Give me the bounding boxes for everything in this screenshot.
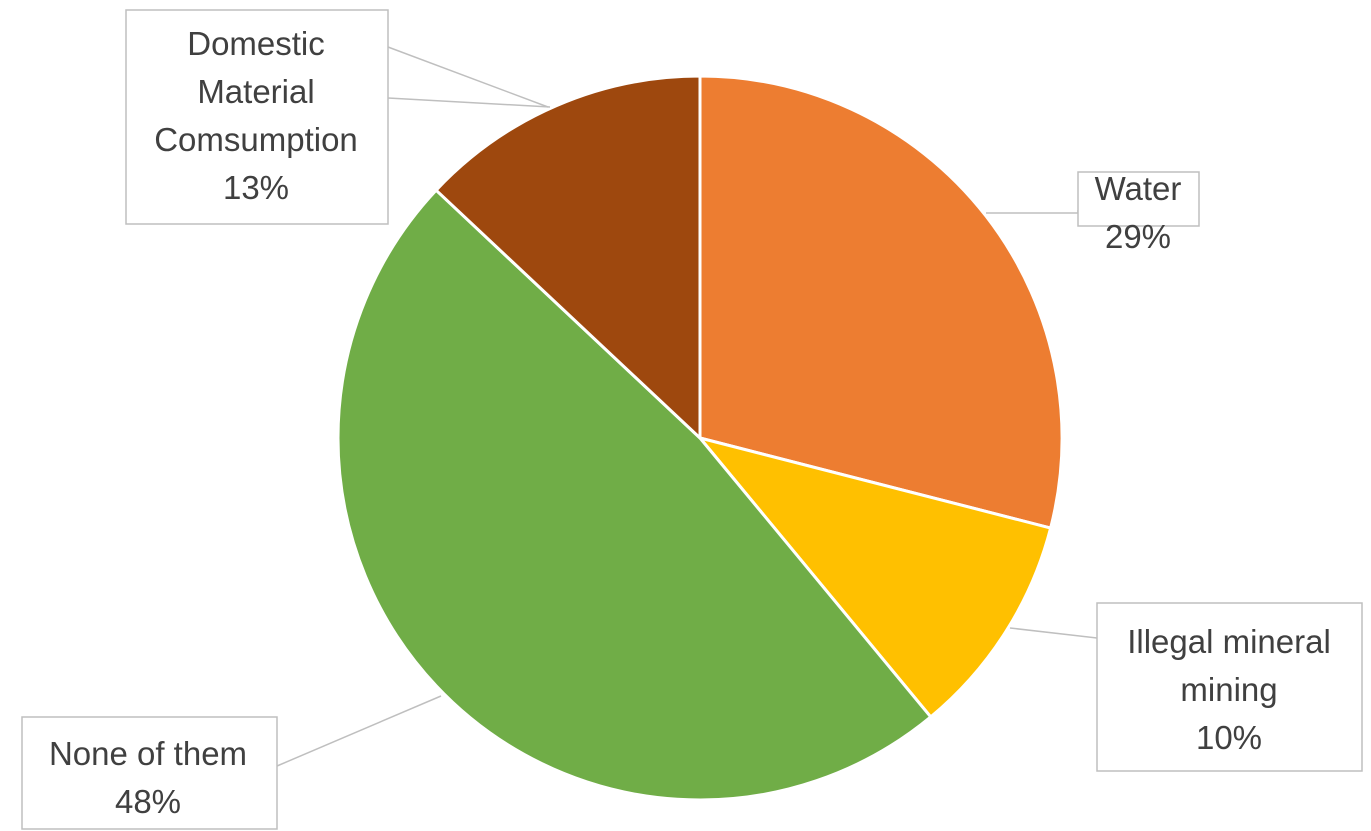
pie-slice-illegal-mineral-mining: [698, 436, 1053, 719]
slice-value-label: 13%: [223, 169, 289, 206]
pie-slice-none-of-them: [336, 188, 933, 802]
callout-box: [1077, 171, 1200, 227]
slice-value-label: 48%: [115, 783, 181, 820]
slice-value-label: 29%: [1105, 218, 1171, 255]
slice-name-label: None of them: [49, 735, 247, 772]
pie-slice-water: [698, 74, 1064, 530]
callout-illegal-mineral-mining: Illegal mineral mining 10%: [1009, 602, 1363, 772]
slice-name-label: Domestic Material Comsumption: [154, 25, 358, 158]
leader-line: [387, 97, 551, 108]
data-labels: Water 29% Illegal mineral mining 10% None of …: [21, 9, 1363, 830]
slice-name-label: Illegal mineral mining: [1127, 623, 1331, 708]
pie-slice-domestic-material-comsumption: [434, 74, 702, 440]
callout-box: [125, 9, 389, 225]
callout-domestic-material-comsumption: Domestic Material Comsumption 13%: [125, 9, 551, 225]
callout-box: [21, 716, 278, 830]
leader-line: [276, 695, 442, 767]
leader-line: [387, 46, 549, 108]
slice-value-label: 10%: [1196, 719, 1262, 756]
callout-box: [1096, 602, 1363, 772]
slice-name-label: Water: [1095, 170, 1182, 207]
pie-slices: [336, 74, 1064, 802]
callout-water: Water 29%: [986, 170, 1200, 255]
leader-line: [1009, 627, 1098, 639]
callout-none-of-them: None of them 48%: [21, 695, 442, 830]
leader-line: [986, 210, 1079, 214]
